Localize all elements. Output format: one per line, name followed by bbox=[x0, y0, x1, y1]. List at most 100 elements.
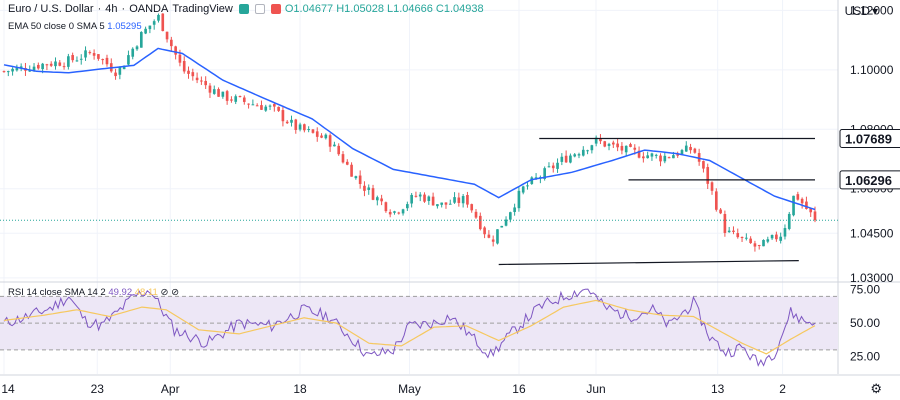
rsi-band bbox=[0, 296, 838, 350]
candle-body bbox=[92, 53, 96, 56]
price-label-box bbox=[839, 129, 900, 149]
candle-body bbox=[496, 229, 499, 244]
candle-body bbox=[75, 60, 79, 62]
candle-body bbox=[71, 55, 74, 61]
rsi-line[interactable] bbox=[3, 288, 816, 367]
candle-body bbox=[702, 161, 705, 169]
candle-body bbox=[586, 150, 589, 152]
candle-body bbox=[753, 243, 757, 247]
candle-body bbox=[530, 177, 534, 184]
ema-line[interactable] bbox=[3, 47, 816, 211]
candle-body bbox=[448, 203, 452, 205]
candle-body bbox=[757, 245, 761, 247]
candle-body bbox=[659, 155, 662, 162]
candle-body bbox=[800, 198, 804, 204]
candle-body bbox=[706, 167, 710, 184]
candle-body bbox=[217, 89, 220, 97]
x-tick-label: 13 bbox=[711, 382, 725, 396]
candle-body bbox=[161, 13, 165, 32]
rsi-sma-line[interactable] bbox=[3, 299, 816, 355]
symbol-name[interactable]: Euro / U.S. Dollar bbox=[8, 3, 94, 15]
candle-body bbox=[88, 52, 92, 54]
candle-body bbox=[6, 71, 10, 73]
candle-body bbox=[697, 153, 701, 162]
candle-body bbox=[170, 39, 173, 47]
candle-body bbox=[474, 211, 478, 218]
currency-selector[interactable]: USD ▾ bbox=[845, 4, 878, 18]
candle-body bbox=[200, 80, 203, 82]
alert-icon[interactable] bbox=[270, 4, 281, 14]
candle-body bbox=[431, 196, 435, 206]
candle-body bbox=[534, 177, 538, 179]
candle-body bbox=[139, 32, 143, 48]
rsi-y-tick-label: 75.00 bbox=[850, 283, 880, 297]
candle-body bbox=[380, 198, 383, 202]
candle-body bbox=[491, 239, 495, 242]
candle-body bbox=[247, 103, 250, 105]
candle-body bbox=[281, 110, 285, 122]
candle-body bbox=[513, 207, 516, 212]
candle-body bbox=[603, 141, 607, 147]
candle-body bbox=[796, 194, 800, 200]
candle-body bbox=[710, 182, 714, 191]
chevron-down-icon: ▾ bbox=[871, 4, 878, 18]
candle-body bbox=[178, 54, 182, 63]
ema-legend[interactable]: EMA 50 close 0 SMA 5 1.05295 bbox=[8, 21, 142, 32]
candle-body bbox=[766, 239, 770, 242]
candle-body bbox=[375, 197, 379, 201]
candle-body bbox=[358, 175, 362, 184]
candle-body bbox=[689, 146, 692, 151]
candle-body bbox=[551, 165, 555, 169]
candle-body bbox=[478, 215, 482, 230]
candle-body bbox=[414, 195, 418, 197]
ema-value: 1.05295 bbox=[107, 21, 142, 32]
candle-body bbox=[676, 153, 680, 156]
data-status-icon[interactable] bbox=[254, 4, 265, 14]
candle-body bbox=[521, 186, 525, 193]
candle-body bbox=[397, 212, 401, 214]
candle-body bbox=[740, 236, 744, 238]
x-tick-label: 2 bbox=[779, 382, 786, 396]
title-separator: · bbox=[97, 3, 102, 15]
candle-body bbox=[590, 145, 594, 151]
candle-body bbox=[221, 91, 225, 97]
platform: TradingView bbox=[172, 3, 233, 15]
candle-body bbox=[684, 145, 688, 152]
candle-body bbox=[208, 85, 212, 93]
candle-body bbox=[642, 156, 645, 159]
candle-body bbox=[260, 105, 263, 110]
rsi-value: 49.92 bbox=[108, 287, 133, 298]
candle-body bbox=[350, 164, 353, 177]
candle-body bbox=[204, 80, 208, 86]
candle-body bbox=[328, 135, 332, 147]
interval[interactable]: 4h bbox=[105, 3, 118, 15]
candle-body bbox=[453, 197, 456, 203]
candle-body bbox=[251, 104, 255, 106]
candle-body bbox=[594, 137, 598, 144]
candle-body bbox=[406, 204, 409, 209]
rsi-visibility-icon[interactable]: ⊘ ⊘ bbox=[160, 287, 180, 298]
candle-body bbox=[187, 70, 190, 74]
candle-body bbox=[680, 150, 684, 155]
candle-body bbox=[303, 124, 306, 131]
trendline-support[interactable] bbox=[498, 260, 799, 266]
candle-body bbox=[290, 119, 293, 123]
title-separator: · bbox=[121, 3, 126, 15]
rsi-label: RSI 14 close SMA 14 2 bbox=[8, 287, 106, 298]
y-tick-label: 1.10000 bbox=[850, 63, 894, 77]
candle-body bbox=[118, 67, 122, 75]
candle-body bbox=[144, 28, 147, 34]
market-open-icon[interactable] bbox=[238, 4, 249, 14]
ohlc-values: O1.04677 H1.05028 L1.04666 C1.04938 bbox=[284, 3, 484, 15]
candle-body bbox=[436, 204, 439, 207]
candle-body bbox=[255, 105, 259, 107]
chart-title: Euro / U.S. Dollar · 4h · OANDA TradingV… bbox=[8, 3, 484, 15]
candle-body bbox=[268, 105, 272, 107]
gear-icon[interactable]: ⚙ bbox=[870, 381, 882, 396]
rsi-legend[interactable]: RSI 14 close SMA 14 2 49.92 48.11 ⊘ ⊘ bbox=[8, 287, 179, 298]
candle-body bbox=[320, 135, 323, 138]
candle-body bbox=[298, 124, 302, 130]
candle-body bbox=[410, 194, 413, 204]
candle-body bbox=[101, 59, 105, 61]
